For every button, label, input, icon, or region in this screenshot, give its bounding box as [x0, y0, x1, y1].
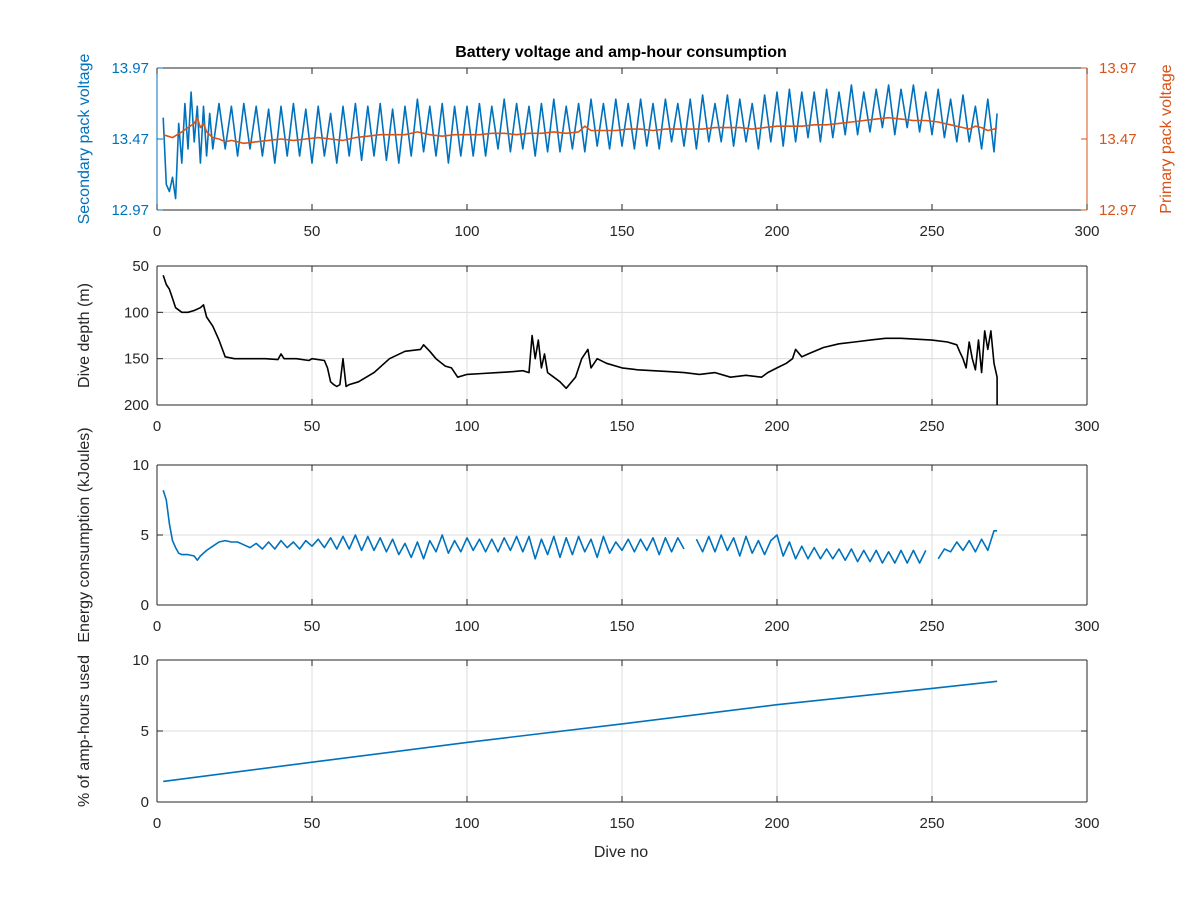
y-axis-label: Secondary pack voltage	[76, 54, 93, 225]
series-line-1	[162, 116, 998, 145]
y-right-tick-label: 13.47	[1099, 131, 1137, 148]
series-line-0	[162, 489, 998, 564]
x-tick-label: 250	[919, 418, 944, 435]
series-line-0	[163, 680, 998, 783]
x-tick-label: 250	[919, 223, 944, 240]
y-tick-label: 13.97	[111, 60, 149, 77]
x-tick-label: 150	[609, 418, 634, 435]
series-line-0	[162, 84, 998, 200]
y-tick-label: 0	[141, 794, 149, 811]
y-tick-label: 100	[124, 304, 149, 321]
y-axis-label: Dive depth (m)	[76, 283, 93, 388]
x-tick-label: 0	[153, 223, 161, 240]
x-tick-label: 300	[1074, 418, 1099, 435]
x-tick-label: 250	[919, 618, 944, 635]
energy-consumption-panel: 0 50 100 150 200 250 300 0 5 10 Energy consumption…	[76, 427, 1100, 642]
x-tick-label: 200	[764, 815, 789, 832]
x-axis-label: Dive no	[594, 844, 648, 861]
x-tick-label: 50	[304, 223, 321, 240]
x-tick-label: 0	[153, 418, 161, 435]
x-tick-label: 300	[1074, 815, 1099, 832]
x-tick-label: 0	[153, 815, 161, 832]
x-tick-label: 0	[153, 618, 161, 635]
x-tick-label: 100	[454, 418, 479, 435]
y-tick-label: 13.47	[111, 131, 149, 148]
y-tick-label: 12.97	[111, 202, 149, 219]
chart-title: Battery voltage and amp-hour consumption	[455, 44, 787, 61]
y-axis-label: Energy consumption (kJoules)	[76, 427, 93, 642]
y-tick-label: 10	[132, 457, 149, 474]
amp-hours-panel: 0 50 100 150 200 250 300 0 5 10 % of amp-hours use…	[76, 652, 1100, 832]
x-tick-label: 100	[454, 815, 479, 832]
y-tick-label: 50	[132, 258, 149, 275]
voltage-panel: 0 50 100 150 200 250 30012.9713.4713.9712.9713…	[76, 54, 1175, 240]
x-tick-label: 200	[764, 618, 789, 635]
y-axis-label: % of amp-hours used	[76, 655, 93, 807]
y-tick-label: 150	[124, 351, 149, 368]
x-tick-label: 100	[454, 223, 479, 240]
x-tick-label: 200	[764, 223, 789, 240]
x-tick-label: 50	[304, 618, 321, 635]
x-tick-label: 150	[609, 618, 634, 635]
x-tick-label: 150	[609, 815, 634, 832]
x-tick-label: 50	[304, 815, 321, 832]
y-axis-label-right: Primary pack voltage	[1158, 64, 1175, 213]
y-right-tick-label: 13.97	[1099, 60, 1137, 77]
x-tick-label: 100	[454, 618, 479, 635]
y-tick-label: 5	[141, 527, 149, 544]
y-tick-label: 5	[141, 723, 149, 740]
y-tick-label: 200	[124, 397, 149, 414]
x-tick-label: 150	[609, 223, 634, 240]
x-tick-label: 250	[919, 815, 944, 832]
y-right-tick-label: 12.97	[1099, 202, 1137, 219]
y-tick-label: 10	[132, 652, 149, 669]
dive-depth-panel: 0 50 100 150 200 250 300 50 100 150 200 Dive depth …	[76, 258, 1100, 435]
series-line-0	[162, 275, 998, 405]
x-tick-label: 300	[1074, 223, 1099, 240]
x-tick-label: 50	[304, 418, 321, 435]
y-tick-label: 0	[141, 597, 149, 614]
x-tick-label: 200	[764, 418, 789, 435]
x-tick-label: 300	[1074, 618, 1099, 635]
